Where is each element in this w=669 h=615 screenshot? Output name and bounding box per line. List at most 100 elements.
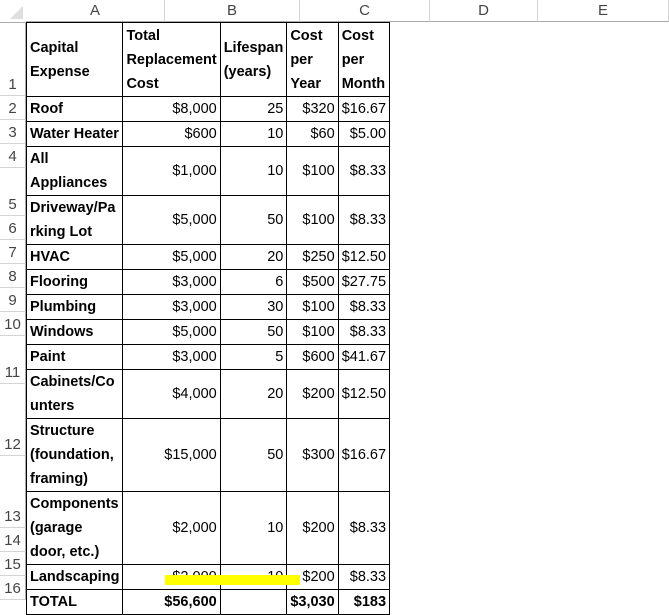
cell-cost-per-month[interactable]: $27.75 bbox=[337, 269, 391, 295]
cell-cost-per-month[interactable]: $16.67 bbox=[337, 96, 391, 122]
cell-replacement-cost[interactable]: $1,000 bbox=[122, 146, 221, 196]
cell-replacement-cost[interactable]: $15,000 bbox=[122, 418, 221, 492]
cell-replacement-cost[interactable]: $600 bbox=[122, 121, 221, 147]
cell-expense[interactable]: All Appliances bbox=[25, 146, 124, 196]
cell-cost-per-month[interactable]: $8.33 bbox=[337, 319, 391, 345]
cell-lifespan[interactable]: 30 bbox=[219, 294, 288, 320]
cell-cost-per-year[interactable]: $600 bbox=[286, 344, 339, 370]
cell-total-cost-per-year[interactable]: $3,030 bbox=[286, 589, 339, 615]
cell-cost-per-month[interactable]: $12.50 bbox=[337, 369, 391, 419]
cell-total-replacement-cost[interactable]: $56,600 bbox=[122, 589, 221, 615]
row-header-1[interactable]: 1 bbox=[0, 22, 26, 96]
cell-total-lifespan[interactable] bbox=[219, 589, 288, 615]
cell-lifespan[interactable]: 10 bbox=[219, 121, 288, 147]
cell-c1[interactable]: Lifespan (years) bbox=[219, 22, 288, 97]
row-header-10[interactable]: 10 bbox=[0, 312, 26, 336]
cell-expense[interactable]: HVAC bbox=[25, 244, 124, 270]
row-header-15[interactable]: 15 bbox=[0, 552, 26, 576]
cell-replacement-cost[interactable]: $4,000 bbox=[122, 369, 221, 419]
cell-replacement-cost[interactable]: $3,000 bbox=[122, 344, 221, 370]
row-header-11[interactable]: 11 bbox=[0, 336, 26, 384]
table-row: Driveway/Parking Lot $5,000 50 $100 $8.3… bbox=[25, 195, 391, 245]
cell-cost-per-year[interactable]: $200 bbox=[286, 369, 339, 419]
cell-cost-per-year[interactable]: $300 bbox=[286, 418, 339, 492]
table-row: Paint $3,000 5 $600 $41.67 bbox=[25, 344, 391, 370]
select-all-corner[interactable] bbox=[0, 0, 27, 23]
cell-lifespan[interactable]: 6 bbox=[219, 269, 288, 295]
row-header-3[interactable]: 3 bbox=[0, 120, 26, 144]
table-row: Cabinets/Counters $4,000 20 $200 $12.50 bbox=[25, 369, 391, 419]
cell-cost-per-year[interactable]: $500 bbox=[286, 269, 339, 295]
cell-expense[interactable]: Roof bbox=[25, 96, 124, 122]
cell-lifespan[interactable]: 10 bbox=[219, 491, 288, 565]
row-header-6[interactable]: 6 bbox=[0, 216, 26, 240]
row-header-9[interactable]: 9 bbox=[0, 288, 26, 312]
column-header-e[interactable]: E bbox=[538, 0, 669, 22]
row-header-12[interactable]: 12 bbox=[0, 384, 26, 456]
capital-expense-table: Capital Expense Total Replacement Cost L… bbox=[25, 22, 391, 615]
row-header-8[interactable]: 8 bbox=[0, 264, 26, 288]
cell-cost-per-year[interactable]: $250 bbox=[286, 244, 339, 270]
cell-cost-per-month[interactable]: $8.33 bbox=[337, 564, 391, 590]
cell-expense[interactable]: Flooring bbox=[25, 269, 124, 295]
row-header-13[interactable]: 13 bbox=[0, 456, 26, 528]
cell-cost-per-year[interactable]: $320 bbox=[286, 96, 339, 122]
cell-expense[interactable]: Cabinets/Counters bbox=[25, 369, 124, 419]
row-header-4[interactable]: 4 bbox=[0, 144, 26, 168]
cell-replacement-cost[interactable]: $8,000 bbox=[122, 96, 221, 122]
cell-cost-per-year[interactable]: $100 bbox=[286, 319, 339, 345]
cell-lifespan[interactable]: 25 bbox=[219, 96, 288, 122]
cell-a1[interactable]: Capital Expense bbox=[25, 22, 124, 97]
cell-cost-per-year[interactable]: $100 bbox=[286, 195, 339, 245]
cell-lifespan[interactable]: 50 bbox=[219, 195, 288, 245]
cell-b1[interactable]: Total Replacement Cost bbox=[122, 22, 221, 97]
cell-expense[interactable]: Structure (foundation, framing) bbox=[25, 418, 124, 492]
row-header-16[interactable]: 16 bbox=[0, 576, 26, 600]
column-header-b[interactable]: B bbox=[165, 0, 300, 22]
cell-replacement-cost[interactable]: $5,000 bbox=[122, 319, 221, 345]
cell-replacement-cost[interactable]: $5,000 bbox=[122, 195, 221, 245]
table-row: All Appliances $1,000 10 $100 $8.33 bbox=[25, 146, 391, 196]
highlighted-cell-b16[interactable] bbox=[165, 575, 300, 585]
cell-lifespan[interactable]: 20 bbox=[219, 369, 288, 419]
cell-expense[interactable]: Plumbing bbox=[25, 294, 124, 320]
cell-lifespan[interactable]: 20 bbox=[219, 244, 288, 270]
cell-total-label[interactable]: TOTAL bbox=[25, 589, 124, 615]
cell-lifespan[interactable]: 50 bbox=[219, 418, 288, 492]
row-header-2[interactable]: 2 bbox=[0, 96, 26, 120]
cell-replacement-cost[interactable]: $5,000 bbox=[122, 244, 221, 270]
cell-replacement-cost[interactable]: $3,000 bbox=[122, 269, 221, 295]
cell-cost-per-year[interactable]: $200 bbox=[286, 491, 339, 565]
cell-replacement-cost[interactable]: $2,000 bbox=[122, 491, 221, 565]
cell-lifespan[interactable]: 10 bbox=[219, 146, 288, 196]
cell-total-cost-per-month[interactable]: $183 bbox=[337, 589, 391, 615]
cell-cost-per-year[interactable]: $100 bbox=[286, 146, 339, 196]
cell-lifespan[interactable]: 50 bbox=[219, 319, 288, 345]
cell-replacement-cost[interactable]: $3,000 bbox=[122, 294, 221, 320]
cell-cost-per-year[interactable]: $60 bbox=[286, 121, 339, 147]
cell-cost-per-month[interactable]: $41.67 bbox=[337, 344, 391, 370]
cell-cost-per-month[interactable]: $16.67 bbox=[337, 418, 391, 492]
cell-expense[interactable]: Windows bbox=[25, 319, 124, 345]
cell-cost-per-month[interactable]: $8.33 bbox=[337, 491, 391, 565]
cell-cost-per-year[interactable]: $100 bbox=[286, 294, 339, 320]
cell-expense[interactable]: Paint bbox=[25, 344, 124, 370]
cell-cost-per-month[interactable]: $8.33 bbox=[337, 294, 391, 320]
cell-cost-per-month[interactable]: $8.33 bbox=[337, 195, 391, 245]
row-header-5[interactable]: 5 bbox=[0, 168, 26, 216]
cell-expense[interactable]: Components (garage door, etc.) bbox=[25, 491, 124, 565]
cell-lifespan[interactable]: 5 bbox=[219, 344, 288, 370]
cell-cost-per-month[interactable]: $12.50 bbox=[337, 244, 391, 270]
cell-expense[interactable]: Landscaping bbox=[25, 564, 124, 590]
cell-cost-per-month[interactable]: $8.33 bbox=[337, 146, 391, 196]
row-header-14[interactable]: 14 bbox=[0, 528, 26, 552]
column-header-a[interactable]: A bbox=[26, 0, 165, 22]
cell-d1[interactable]: Cost per Year bbox=[286, 22, 339, 97]
row-header-7[interactable]: 7 bbox=[0, 240, 26, 264]
cell-expense[interactable]: Driveway/Parking Lot bbox=[25, 195, 124, 245]
column-header-c[interactable]: C bbox=[300, 0, 430, 22]
cell-expense[interactable]: Water Heater bbox=[25, 121, 124, 147]
cell-cost-per-month[interactable]: $5.00 bbox=[337, 121, 391, 147]
column-header-d[interactable]: D bbox=[430, 0, 538, 22]
cell-e1[interactable]: Cost per Month bbox=[337, 22, 391, 97]
